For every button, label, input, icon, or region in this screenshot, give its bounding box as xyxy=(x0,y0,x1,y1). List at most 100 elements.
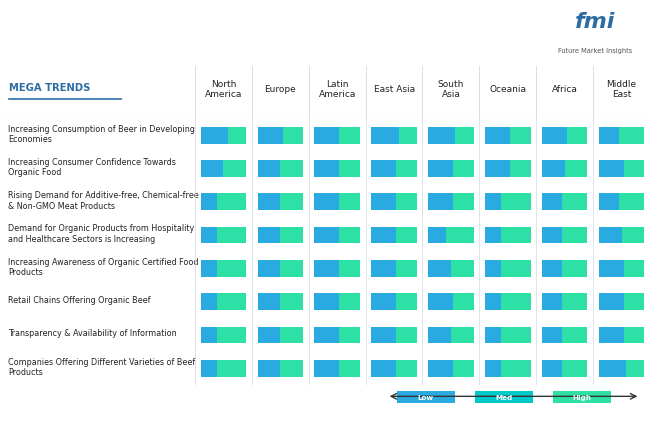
Bar xyxy=(619,128,644,144)
Bar xyxy=(599,327,624,343)
Bar xyxy=(562,360,588,377)
Bar xyxy=(599,194,619,210)
Bar xyxy=(485,260,501,277)
Bar xyxy=(216,327,246,343)
Bar xyxy=(501,227,530,244)
Text: Europe: Europe xyxy=(265,85,296,94)
Bar xyxy=(619,194,644,210)
Bar xyxy=(280,294,303,310)
Bar xyxy=(396,194,417,210)
Bar xyxy=(599,360,626,377)
Text: Source: Future Market Insights: Source: Future Market Insights xyxy=(8,417,166,426)
Bar xyxy=(428,327,451,343)
Bar xyxy=(339,128,360,144)
Bar xyxy=(428,128,456,144)
Bar xyxy=(624,161,644,178)
Bar xyxy=(339,161,360,178)
Bar xyxy=(542,294,562,310)
Bar xyxy=(339,260,360,277)
Bar xyxy=(315,128,339,144)
Bar xyxy=(280,227,303,244)
Bar xyxy=(599,294,624,310)
Text: MEGA TRENDS: MEGA TRENDS xyxy=(9,83,90,93)
Bar xyxy=(315,360,339,377)
Bar xyxy=(624,327,644,343)
Bar xyxy=(201,360,216,377)
Bar xyxy=(428,360,453,377)
Bar xyxy=(485,294,501,310)
Text: East Asia: East Asia xyxy=(374,85,415,94)
Bar xyxy=(371,194,396,210)
Text: Companies Offering Different Varieties of Beef
Products: Companies Offering Different Varieties o… xyxy=(8,357,195,376)
Bar xyxy=(485,128,510,144)
Bar xyxy=(201,327,216,343)
Text: Retail Chains Offering Organic Beef: Retail Chains Offering Organic Beef xyxy=(8,296,150,305)
Bar xyxy=(280,360,303,377)
Text: Africa: Africa xyxy=(552,85,578,94)
Bar xyxy=(624,260,644,277)
Bar xyxy=(428,260,451,277)
Bar xyxy=(257,360,280,377)
Bar xyxy=(257,327,280,343)
Bar xyxy=(216,260,246,277)
Bar xyxy=(280,260,303,277)
Bar xyxy=(371,260,396,277)
Bar xyxy=(280,327,303,343)
Bar xyxy=(562,260,588,277)
Text: Rising Demand for Additive-free, Chemical-free
& Non-GMO Meat Products: Rising Demand for Additive-free, Chemica… xyxy=(8,191,198,210)
Bar xyxy=(216,227,246,244)
Bar xyxy=(257,227,280,244)
Bar xyxy=(257,294,280,310)
Bar xyxy=(280,161,303,178)
Bar xyxy=(562,294,588,310)
Bar xyxy=(599,161,624,178)
Bar xyxy=(562,194,588,210)
Bar xyxy=(542,260,562,277)
Bar xyxy=(396,327,417,343)
Bar xyxy=(224,161,246,178)
Bar xyxy=(339,227,360,244)
Text: Med: Med xyxy=(495,394,512,400)
Bar xyxy=(626,360,644,377)
Bar xyxy=(396,360,417,377)
Bar xyxy=(398,128,417,144)
Text: Increasing Consumption of Beer in Developing
Economies: Increasing Consumption of Beer in Develo… xyxy=(8,124,195,144)
Bar xyxy=(228,128,246,144)
Bar xyxy=(542,128,567,144)
Bar xyxy=(315,227,339,244)
Bar xyxy=(624,294,644,310)
Text: Brewery Equipment Market: Factors Impact Analysis by
Region: Brewery Equipment Market: Factors Impact… xyxy=(8,14,484,46)
Bar xyxy=(501,327,530,343)
Bar xyxy=(257,260,280,277)
Bar xyxy=(456,128,474,144)
Text: Future Market Insights: Future Market Insights xyxy=(558,47,632,53)
Text: fmi: fmi xyxy=(575,12,615,32)
Bar xyxy=(396,294,417,310)
Bar xyxy=(283,128,303,144)
Bar xyxy=(201,227,216,244)
Bar xyxy=(474,391,533,403)
Bar xyxy=(510,161,530,178)
Bar xyxy=(257,161,280,178)
Bar xyxy=(315,294,339,310)
Bar xyxy=(201,194,216,210)
Bar xyxy=(428,294,453,310)
Bar xyxy=(562,327,588,343)
Bar xyxy=(485,360,501,377)
Bar xyxy=(371,360,396,377)
Bar xyxy=(201,294,216,310)
Bar xyxy=(315,194,339,210)
Bar xyxy=(280,194,303,210)
Bar xyxy=(453,360,474,377)
Text: South
Asia: South Asia xyxy=(437,79,464,99)
Bar xyxy=(396,227,417,244)
Bar xyxy=(216,360,246,377)
Bar xyxy=(453,161,474,178)
Bar xyxy=(201,260,216,277)
Bar xyxy=(428,161,453,178)
Bar xyxy=(501,360,530,377)
Bar xyxy=(599,128,619,144)
Bar xyxy=(315,327,339,343)
Bar xyxy=(428,227,447,244)
Bar xyxy=(315,260,339,277)
